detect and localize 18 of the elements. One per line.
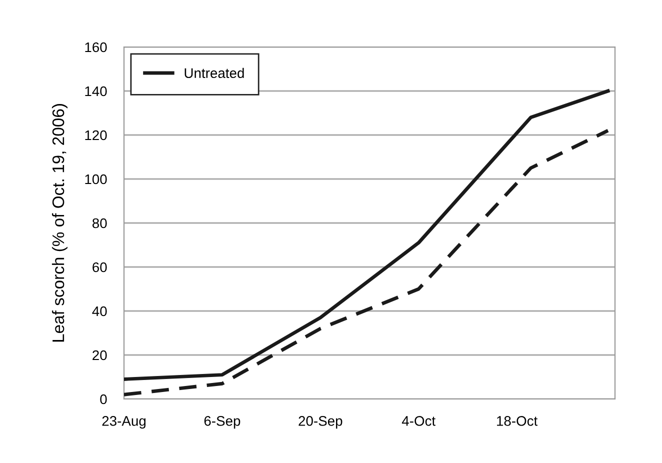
line-series [124, 89, 610, 381]
y-tick-label: 0 [100, 394, 107, 404]
x-tick-label: 18-Oct [497, 416, 538, 426]
x-tick-label: 6-Sep [204, 416, 240, 429]
x-tick-label: 23-Aug [102, 416, 146, 429]
y-tick-label: 120 [85, 130, 107, 140]
y-tick-label: 100 [85, 174, 107, 184]
y-tick-label: 20 [92, 350, 107, 360]
y-tick-label: 40 [92, 306, 107, 316]
y-tick-label: 60 [92, 262, 107, 272]
x-tick-label: 4-Oct [402, 416, 436, 426]
y-axis-title: Leaf scorch (% of Oct. 19, 2006) [52, 104, 68, 342]
y-tick-label: 160 [85, 42, 107, 52]
y-tick-label: 80 [92, 218, 107, 228]
y-tick-label: 140 [85, 86, 107, 96]
line-series [124, 128, 610, 396]
legend-label: Untreated [184, 68, 244, 78]
x-tick-label: 20-Sep [298, 416, 342, 429]
